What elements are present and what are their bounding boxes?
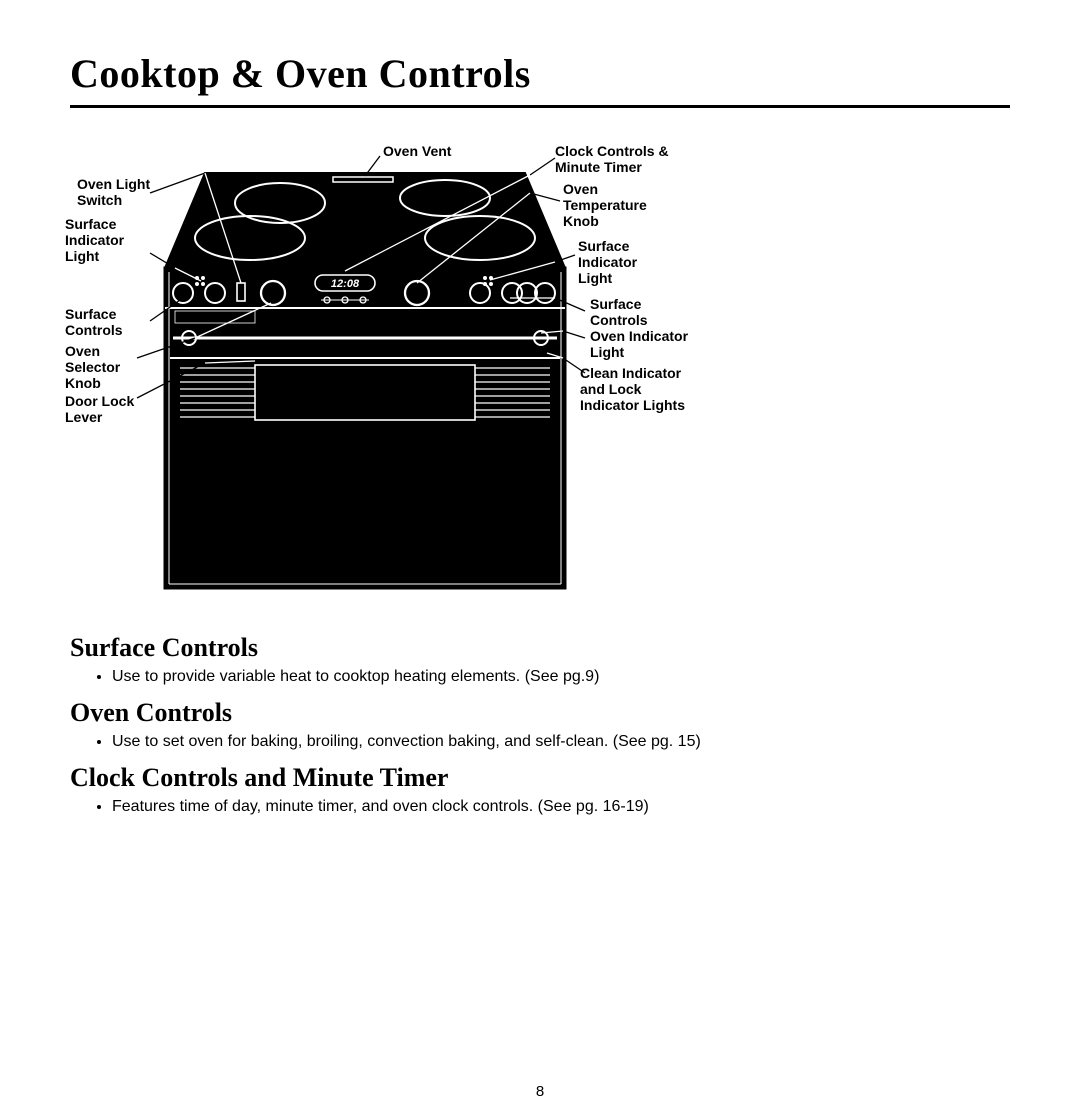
label-clock-controls: Clock Controls &Minute Timer [555,143,669,175]
section-oven-controls: Oven Controls Use to set oven for baking… [70,698,1010,753]
label-oven-vent: Oven Vent [383,143,451,159]
label-oven-indicator-light: Oven IndicatorLight [590,328,688,360]
label-oven-light-switch: Oven LightSwitch [77,176,150,208]
bullet: Features time of day, minute timer, and … [112,795,790,818]
label-oven-temp-knob: OvenTemperatureKnob [563,181,647,229]
label-clean-indicator: Clean Indicatorand LockIndicator Lights [580,365,685,413]
label-door-lock-lever: Door LockLever [65,393,134,425]
oven-diagram: 12:08 [65,143,745,603]
label-surface-controls-left: SurfaceControls [65,306,123,338]
label-surface-indicator-light-left: SurfaceIndicatorLight [65,216,124,264]
label-surface-indicator-light-right: SurfaceIndicatorLight [578,238,637,286]
label-oven-selector-knob: OvenSelectorKnob [65,343,120,391]
label-surface-controls-right: SurfaceControls [590,296,648,328]
heading-oven-controls: Oven Controls [70,698,1010,728]
bullet: Use to set oven for baking, broiling, co… [112,730,790,753]
bullet: Use to provide variable heat to cooktop … [112,665,790,688]
page-number: 8 [0,1083,1080,1100]
page-title: Cooktop & Oven Controls [70,50,1010,108]
section-clock-controls: Clock Controls and Minute Timer Features… [70,763,1010,818]
heading-clock-controls: Clock Controls and Minute Timer [70,763,1010,793]
heading-surface-controls: Surface Controls [70,633,1010,663]
svg-text:12:08: 12:08 [331,278,360,290]
section-surface-controls: Surface Controls Use to provide variable… [70,633,1010,688]
